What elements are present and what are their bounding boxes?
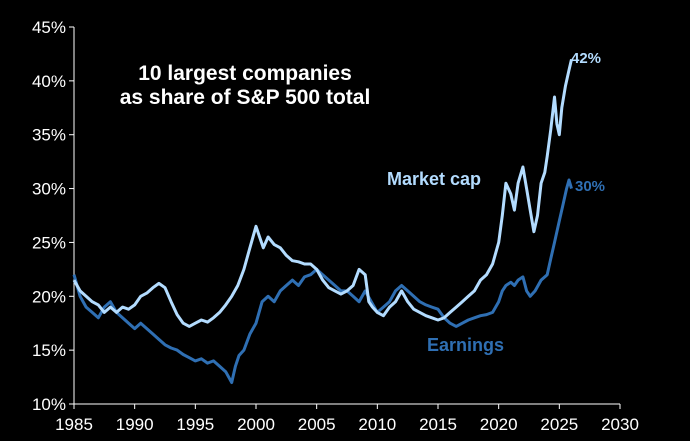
series-label-earnings: Earnings	[427, 335, 504, 355]
y-tick-labels: 10% 15% 20% 25% 30% 35% 40% 45%	[32, 18, 74, 414]
x-tick-label: 2015	[419, 415, 457, 434]
chart-title-line-1: 10 largest companies	[138, 62, 352, 85]
y-tick-label: 35%	[32, 126, 66, 145]
series-line-market-cap	[72, 58, 573, 328]
y-tick-label: 20%	[32, 287, 66, 306]
y-tick-label: 45%	[32, 18, 66, 37]
x-tick-labels: 1985 1990 1995 2000 2005 2010 2015 2020 2025 2030	[55, 404, 639, 434]
x-tick-label: 2010	[358, 415, 396, 434]
series-label-market-cap: Market cap	[387, 169, 481, 189]
x-tick-label: 1990	[116, 415, 154, 434]
y-tick-label: 30%	[32, 180, 66, 199]
y-tick-label: 40%	[32, 72, 66, 91]
x-tick-label: 1985	[55, 415, 93, 434]
y-tick-label: 15%	[32, 341, 66, 360]
x-tick-label: 2000	[237, 415, 275, 434]
x-tick-label: 2020	[480, 415, 518, 434]
y-tick-label: 10%	[32, 395, 66, 414]
end-label-market-cap: 42%	[571, 50, 601, 67]
series-lines	[72, 58, 573, 384]
x-tick-label: 2025	[540, 415, 578, 434]
x-tick-label: 2030	[601, 415, 639, 434]
end-label-earnings: 30%	[575, 178, 605, 195]
x-tick-label: 1995	[176, 415, 214, 434]
y-tick-label: 25%	[32, 233, 66, 252]
axes	[73, 27, 620, 405]
x-tick-label: 2005	[298, 415, 336, 434]
series-line-earnings	[72, 178, 573, 384]
chart-title-line-2: as share of S&P 500 total	[120, 86, 371, 109]
